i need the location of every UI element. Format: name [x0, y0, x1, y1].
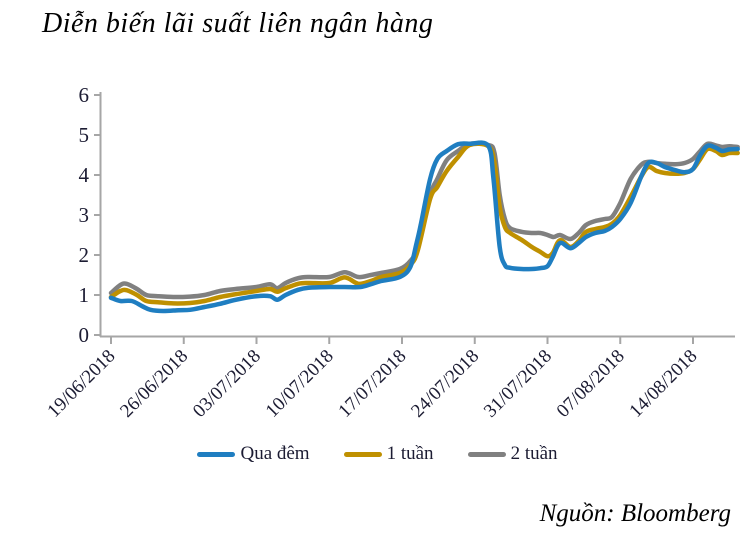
y-tick-label: 2 [79, 243, 90, 267]
legend-item-one-week: 1 tuần [343, 443, 434, 465]
x-tick-label: 19/06/2018 [43, 346, 119, 422]
y-tick-label: 3 [79, 203, 90, 227]
y-tick-label: 1 [79, 283, 90, 307]
one-week-line-swatch-icon [343, 451, 382, 457]
chart-legend: Qua đêm 1 tuần 2 tuần [0, 443, 755, 465]
x-tick-label: 07/08/2018 [553, 346, 629, 422]
legend-label-one-week: 1 tuần [386, 443, 434, 464]
x-tick-label: 26/06/2018 [116, 346, 192, 422]
chart-title: Diễn biến lãi suất liên ngân hàng [42, 8, 434, 39]
y-tick-label: 6 [79, 83, 90, 107]
y-tick-label: 5 [79, 123, 90, 147]
legend-label-two-week: 2 tuần [510, 443, 558, 464]
legend-item-two-week: 2 tuần [467, 443, 558, 465]
legend-item-overnight: Qua đêm [197, 443, 310, 465]
two-week-line-swatch-icon [467, 451, 506, 457]
x-tick-label: 31/07/2018 [480, 346, 556, 422]
source-note: Nguồn: Bloomberg [539, 500, 731, 527]
x-tick-label: 03/07/2018 [189, 346, 265, 422]
series-line-overnight [108, 140, 740, 314]
y-tick-label: 0 [79, 323, 90, 347]
line-chart: 0 1 2 3 4 5 6 19/06/201826/06/201803/07/201810/… [43, 83, 740, 422]
overnight-line-swatch-icon [197, 451, 236, 457]
legend-label-overnight: Qua đêm [240, 443, 310, 464]
x-tick-label: 14/08/2018 [625, 346, 701, 422]
x-tick-label: 10/07/2018 [262, 346, 338, 422]
x-tick-label: 17/07/2018 [334, 346, 410, 422]
x-tick-label: 24/07/2018 [407, 346, 483, 422]
y-tick-label: 4 [79, 163, 90, 187]
